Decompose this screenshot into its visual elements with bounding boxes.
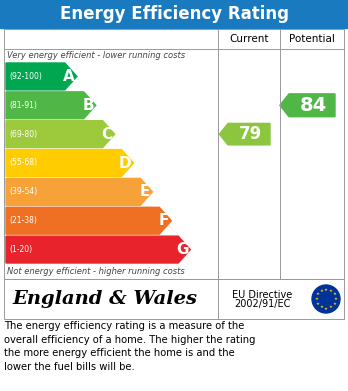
Text: (39-54): (39-54) bbox=[9, 187, 37, 196]
Text: ★: ★ bbox=[316, 302, 320, 306]
Text: The energy efficiency rating is a measure of the
overall efficiency of a home. T: The energy efficiency rating is a measur… bbox=[4, 321, 255, 372]
Text: (21-38): (21-38) bbox=[9, 216, 37, 225]
Text: C: C bbox=[102, 127, 113, 142]
Text: Not energy efficient - higher running costs: Not energy efficient - higher running co… bbox=[7, 267, 185, 276]
Text: Energy Efficiency Rating: Energy Efficiency Rating bbox=[60, 5, 288, 23]
Text: Current: Current bbox=[229, 34, 269, 44]
Polygon shape bbox=[6, 236, 190, 263]
Text: ★: ★ bbox=[315, 297, 318, 301]
Text: 2002/91/EC: 2002/91/EC bbox=[234, 299, 290, 309]
Polygon shape bbox=[6, 178, 152, 205]
Polygon shape bbox=[219, 124, 270, 145]
Polygon shape bbox=[6, 121, 115, 147]
Text: England & Wales: England & Wales bbox=[12, 290, 197, 308]
Text: (92-100): (92-100) bbox=[9, 72, 42, 81]
Text: ★: ★ bbox=[332, 292, 336, 296]
Text: B: B bbox=[82, 98, 94, 113]
Text: 84: 84 bbox=[299, 96, 327, 115]
Text: Potential: Potential bbox=[289, 34, 335, 44]
Polygon shape bbox=[280, 94, 335, 117]
Text: D: D bbox=[119, 156, 132, 170]
Bar bbox=[4, 29, 344, 279]
Text: A: A bbox=[63, 69, 75, 84]
Polygon shape bbox=[6, 150, 134, 176]
Text: (69-80): (69-80) bbox=[9, 130, 37, 139]
Text: ★: ★ bbox=[319, 289, 323, 293]
Text: G: G bbox=[176, 242, 188, 257]
Text: ★: ★ bbox=[319, 305, 323, 309]
Polygon shape bbox=[6, 207, 171, 234]
Polygon shape bbox=[6, 92, 96, 119]
Text: ★: ★ bbox=[324, 287, 328, 292]
Text: Very energy efficient - lower running costs: Very energy efficient - lower running co… bbox=[7, 51, 185, 60]
Text: ★: ★ bbox=[324, 307, 328, 310]
Bar bbox=[4, 279, 344, 319]
Text: EU Directive: EU Directive bbox=[232, 290, 292, 300]
Bar bbox=[0, 0, 348, 28]
Text: (81-91): (81-91) bbox=[9, 101, 37, 110]
Circle shape bbox=[312, 285, 340, 313]
Text: ★: ★ bbox=[329, 305, 333, 309]
Text: 79: 79 bbox=[238, 125, 262, 143]
Text: F: F bbox=[159, 213, 169, 228]
Text: ★: ★ bbox=[316, 292, 320, 296]
Text: ★: ★ bbox=[334, 297, 338, 301]
Text: ★: ★ bbox=[332, 302, 336, 306]
Text: (55-68): (55-68) bbox=[9, 158, 37, 167]
Text: ★: ★ bbox=[329, 289, 333, 293]
Text: (1-20): (1-20) bbox=[9, 245, 32, 254]
Text: E: E bbox=[140, 185, 150, 199]
Polygon shape bbox=[6, 63, 77, 90]
